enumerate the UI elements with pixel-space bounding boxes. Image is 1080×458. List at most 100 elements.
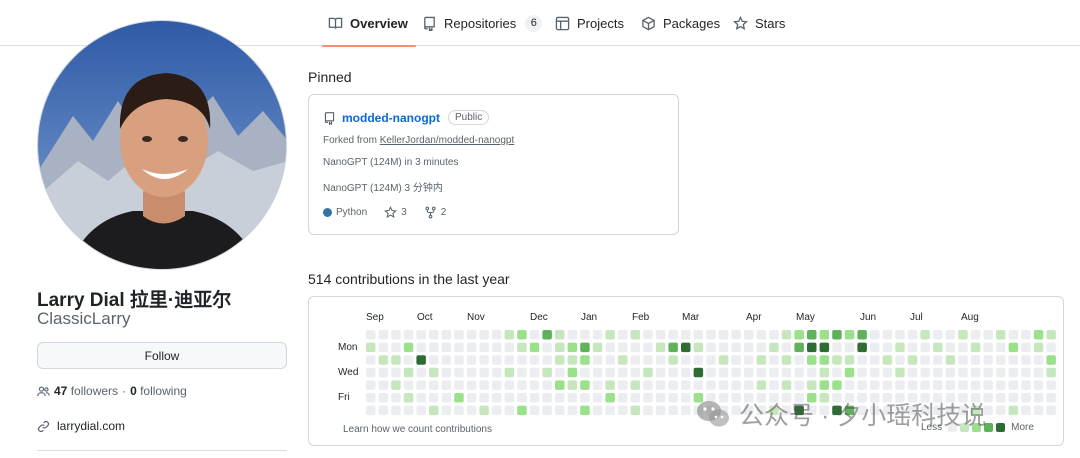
contribution-day[interactable] xyxy=(794,330,804,340)
tab-stars[interactable]: Stars xyxy=(733,0,785,46)
contribution-day[interactable] xyxy=(819,380,830,390)
contribution-day[interactable] xyxy=(819,393,830,403)
contribution-day[interactable] xyxy=(378,342,389,353)
contribution-day[interactable] xyxy=(718,367,729,378)
contribution-day[interactable] xyxy=(555,342,565,353)
contribution-day[interactable] xyxy=(870,405,880,416)
contribution-day[interactable] xyxy=(996,393,1006,403)
contribution-day[interactable] xyxy=(454,405,464,416)
contribution-day[interactable] xyxy=(1046,355,1056,365)
contribution-day[interactable] xyxy=(983,380,993,390)
contribution-day[interactable] xyxy=(1008,355,1019,365)
contribution-day[interactable] xyxy=(630,330,641,340)
contribution-day[interactable] xyxy=(933,393,943,403)
contribution-day[interactable] xyxy=(378,405,389,416)
contribution-day[interactable] xyxy=(403,380,414,390)
contribution-day[interactable] xyxy=(996,367,1006,378)
contribution-day[interactable] xyxy=(429,367,439,378)
contribution-day[interactable] xyxy=(794,342,804,353)
contribution-day[interactable] xyxy=(618,367,628,378)
contribution-day[interactable] xyxy=(378,380,389,390)
contribution-day[interactable] xyxy=(681,405,691,416)
contribution-day[interactable] xyxy=(970,393,981,403)
contribution-day[interactable] xyxy=(996,355,1006,365)
contribution-day[interactable] xyxy=(1008,342,1019,353)
contribution-day[interactable] xyxy=(441,405,452,416)
contribution-day[interactable] xyxy=(567,380,578,390)
contribution-day[interactable] xyxy=(769,342,779,353)
contribution-day[interactable] xyxy=(769,355,779,365)
contribution-day[interactable] xyxy=(479,342,489,353)
contribution-day[interactable] xyxy=(895,405,905,416)
contribution-day[interactable] xyxy=(567,405,578,416)
contribution-day[interactable] xyxy=(1046,330,1056,340)
contribution-day[interactable] xyxy=(756,355,767,365)
contribution-day[interactable] xyxy=(643,355,653,365)
contribution-day[interactable] xyxy=(618,330,628,340)
contribution-day[interactable] xyxy=(933,342,943,353)
contribution-day[interactable] xyxy=(706,342,716,353)
contribution-day[interactable] xyxy=(970,405,981,416)
contribution-day[interactable] xyxy=(454,330,464,340)
tab-packages[interactable]: Packages xyxy=(641,0,720,46)
contribution-day[interactable] xyxy=(731,393,741,403)
contribution-day[interactable] xyxy=(895,355,905,365)
contribution-day[interactable] xyxy=(907,380,918,390)
contribution-day[interactable] xyxy=(429,380,439,390)
contribution-day[interactable] xyxy=(542,380,552,390)
contribution-day[interactable] xyxy=(933,405,943,416)
contribution-day[interactable] xyxy=(466,405,477,416)
contribution-day[interactable] xyxy=(983,355,993,365)
contribution-day[interactable] xyxy=(366,380,376,390)
contribution-day[interactable] xyxy=(781,342,792,353)
contribution-day[interactable] xyxy=(819,405,830,416)
contribution-day[interactable] xyxy=(529,393,540,403)
contribution-day[interactable] xyxy=(1033,380,1044,390)
contribution-day[interactable] xyxy=(429,393,439,403)
contribution-day[interactable] xyxy=(504,330,515,340)
contribution-day[interactable] xyxy=(807,405,817,416)
follow-button[interactable]: Follow xyxy=(37,342,287,369)
contribution-day[interactable] xyxy=(580,405,590,416)
contribution-day[interactable] xyxy=(366,367,376,378)
contribution-day[interactable] xyxy=(920,355,930,365)
contribution-day[interactable] xyxy=(529,367,540,378)
contribution-day[interactable] xyxy=(1021,380,1031,390)
contribution-day[interactable] xyxy=(844,355,855,365)
contribution-day[interactable] xyxy=(844,393,855,403)
contribution-day[interactable] xyxy=(996,330,1006,340)
contribution-day[interactable] xyxy=(857,355,867,365)
contribution-day[interactable] xyxy=(492,405,502,416)
contribution-day[interactable] xyxy=(983,405,993,416)
contribution-day[interactable] xyxy=(807,355,817,365)
contribution-day[interactable] xyxy=(920,330,930,340)
contribution-day[interactable] xyxy=(882,342,893,353)
contribution-day[interactable] xyxy=(970,367,981,378)
contribution-day[interactable] xyxy=(517,405,527,416)
contribution-day[interactable] xyxy=(844,405,855,416)
contribution-day[interactable] xyxy=(882,355,893,365)
contribution-day[interactable] xyxy=(895,380,905,390)
contribution-day[interactable] xyxy=(681,342,691,353)
contribution-day[interactable] xyxy=(605,355,615,365)
contribution-day[interactable] xyxy=(618,342,628,353)
contribution-day[interactable] xyxy=(567,367,578,378)
contribution-day[interactable] xyxy=(366,342,376,353)
contribution-day[interactable] xyxy=(744,405,754,416)
contribution-day[interactable] xyxy=(592,393,603,403)
contribution-day[interactable] xyxy=(391,355,401,365)
contribution-day[interactable] xyxy=(504,342,515,353)
contribution-day[interactable] xyxy=(378,367,389,378)
contribution-day[interactable] xyxy=(794,367,804,378)
contribution-day[interactable] xyxy=(882,367,893,378)
contribution-day[interactable] xyxy=(769,393,779,403)
contribution-day[interactable] xyxy=(655,405,666,416)
contribution-day[interactable] xyxy=(605,405,615,416)
contribution-day[interactable] xyxy=(592,330,603,340)
contribution-day[interactable] xyxy=(567,393,578,403)
contribution-day[interactable] xyxy=(391,330,401,340)
contribution-day[interactable] xyxy=(857,367,867,378)
contribution-day[interactable] xyxy=(769,367,779,378)
contribution-day[interactable] xyxy=(1046,367,1056,378)
contribution-day[interactable] xyxy=(870,393,880,403)
